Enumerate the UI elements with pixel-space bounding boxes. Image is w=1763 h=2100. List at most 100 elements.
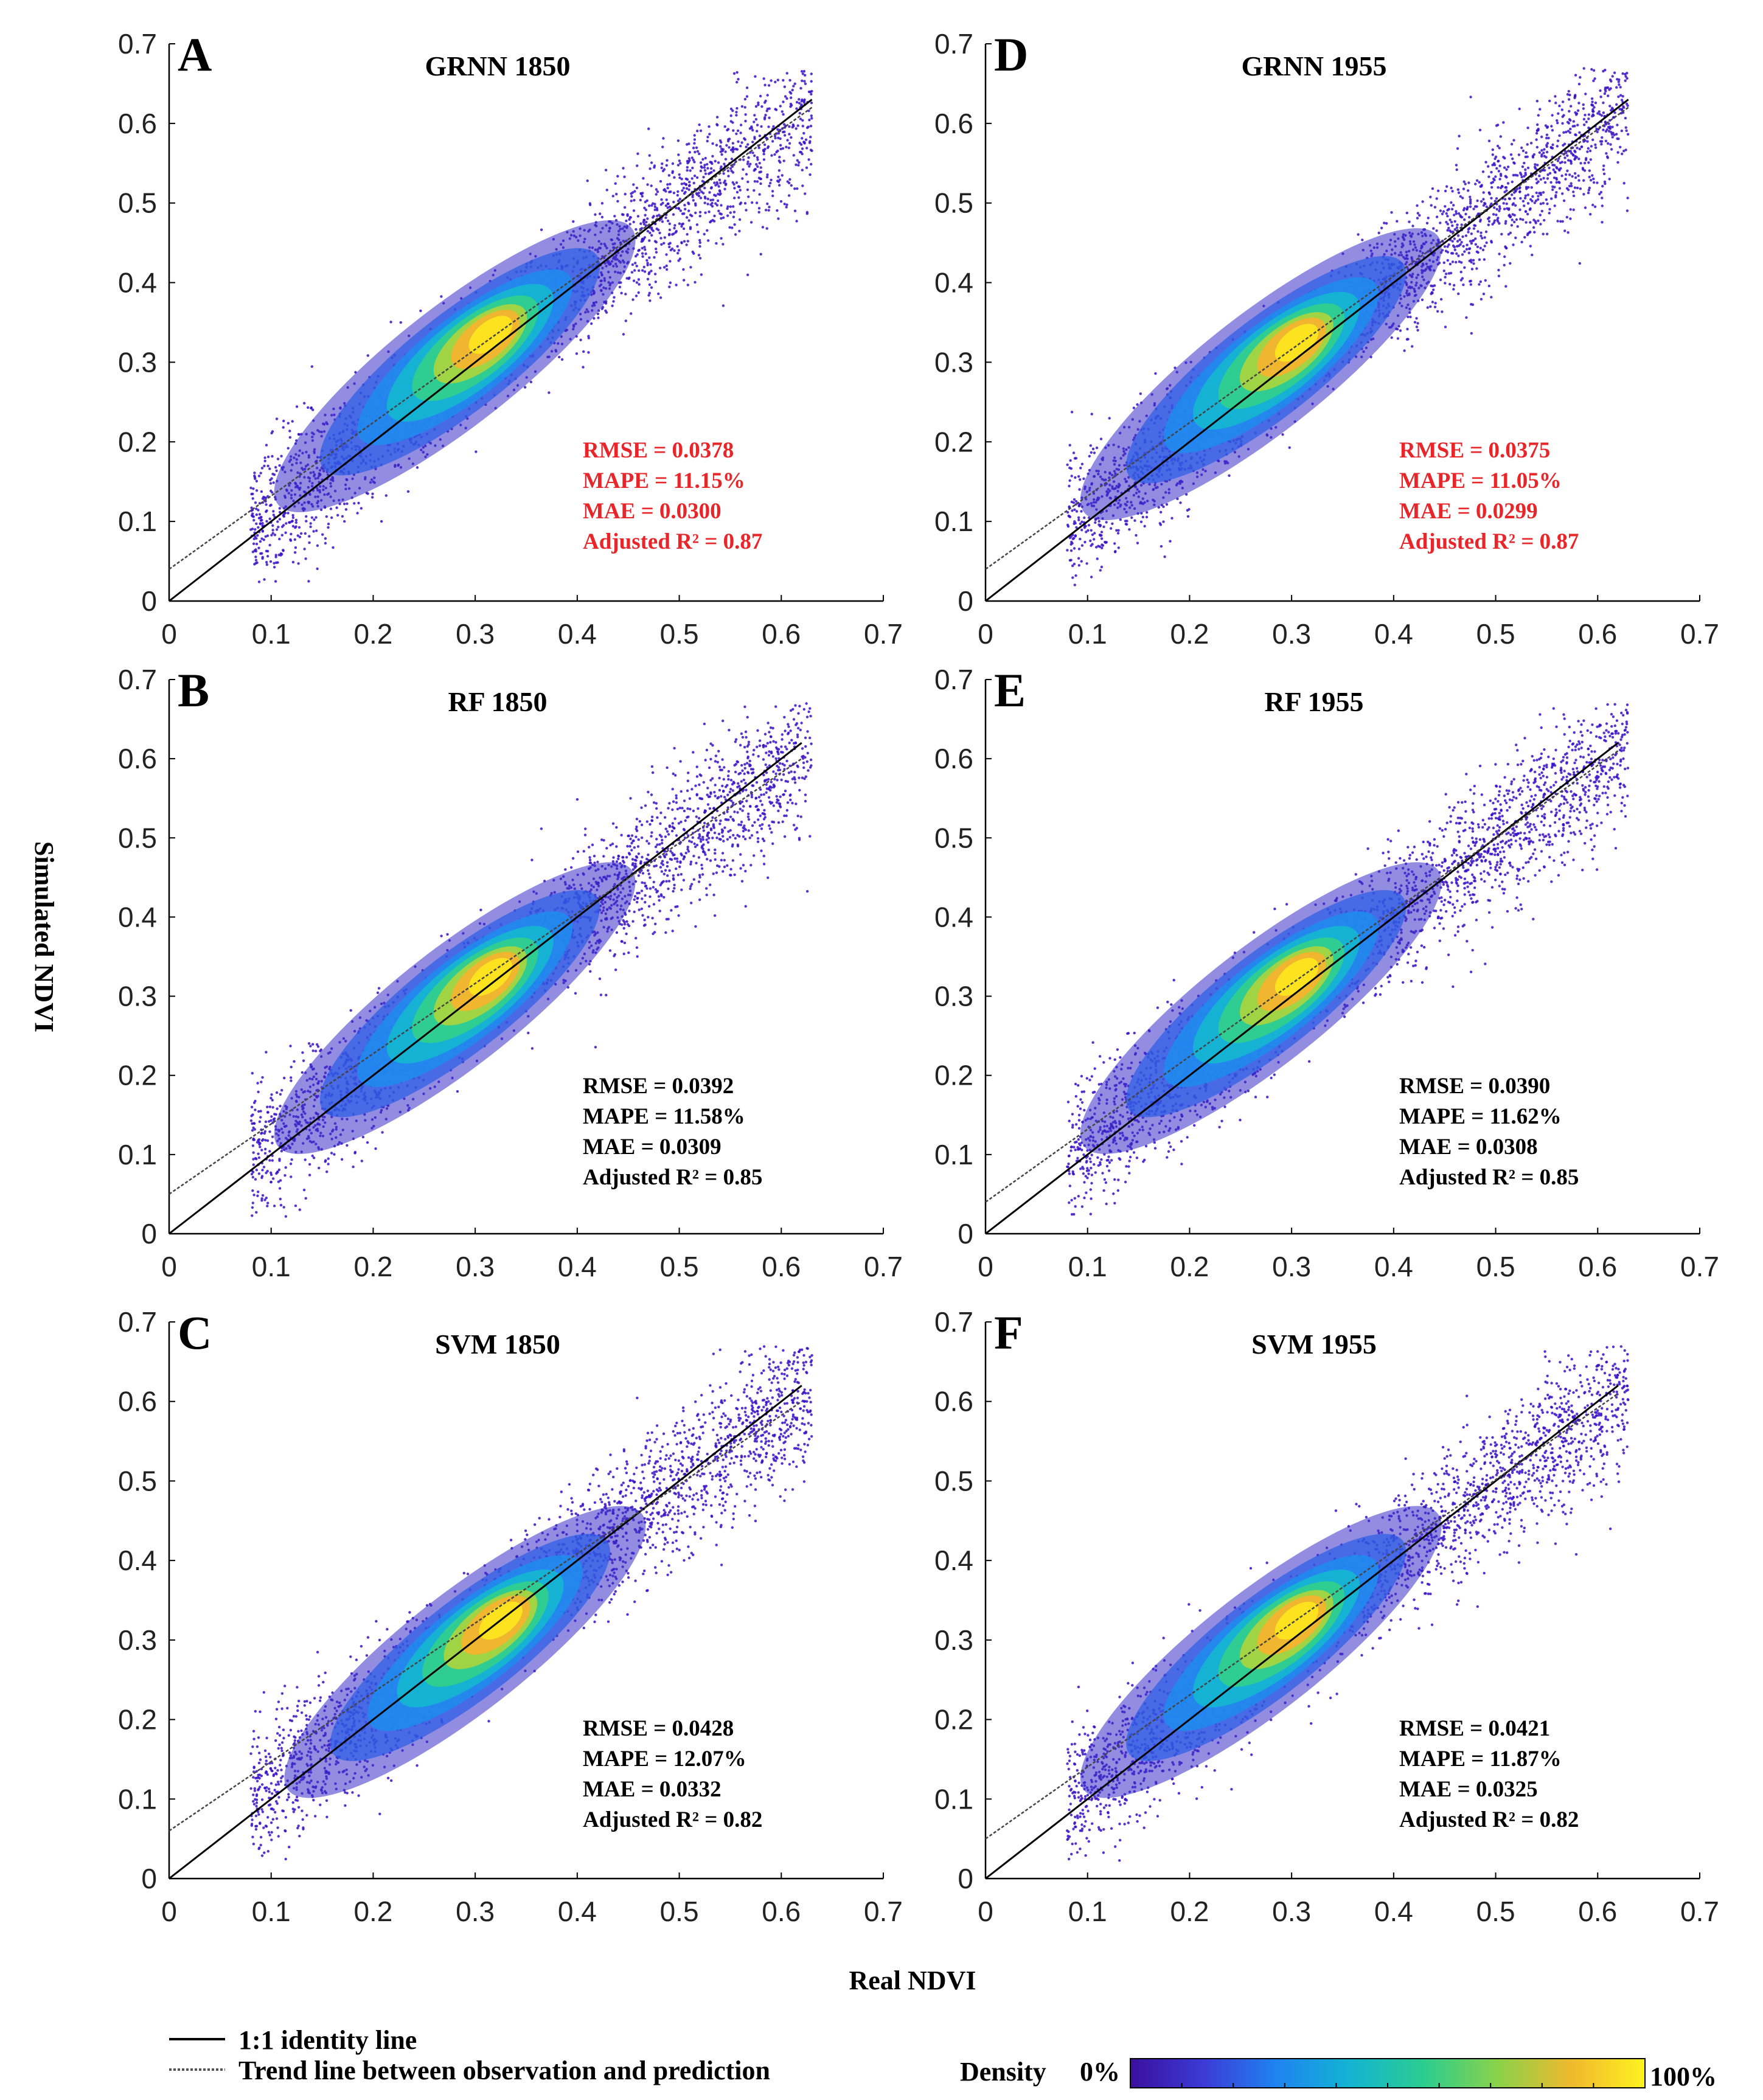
y-tick-label: 0.5	[934, 1465, 973, 1497]
panel-letter: A	[178, 28, 212, 81]
y-tick-label: 0.1	[934, 506, 973, 537]
identity-line	[169, 99, 813, 602]
x-tick-label: 0.4	[1374, 1896, 1413, 1927]
x-tick-label: 0.1	[252, 618, 291, 650]
trend-line	[985, 1392, 1619, 1840]
panel-letter: F	[994, 1306, 1023, 1359]
panel-title: RF 1955	[1264, 686, 1363, 717]
density-contour	[468, 316, 513, 354]
identity-line	[169, 742, 802, 1235]
x-tick-label: 0.7	[1680, 618, 1719, 650]
density-max-label: 100%	[1650, 2062, 1717, 2091]
x-tick-label: 0.3	[456, 1251, 495, 1282]
density-contour	[1274, 958, 1319, 996]
y-tick-label: 0.4	[934, 1545, 973, 1576]
x-tick-label: 0.2	[353, 618, 392, 650]
y-tick-label: 0.2	[934, 1704, 973, 1736]
y-tick-label: 0.4	[118, 1545, 157, 1576]
x-tick-label: 0.5	[660, 1896, 699, 1927]
y-tick-label: 0	[958, 1863, 973, 1894]
y-tick-label: 0.5	[118, 187, 157, 219]
y-tick-label: 0.7	[118, 1306, 157, 1338]
y-tick-label: 0.3	[118, 346, 157, 378]
panel-letter: E	[994, 664, 1026, 717]
x-tick-label: 0.7	[864, 1251, 903, 1282]
identity-line	[985, 742, 1619, 1235]
stat-mape: MAPE = 11.58%	[583, 1104, 745, 1129]
stat-mae: MAE = 0.0325	[1399, 1777, 1538, 1802]
x-tick-label: 0.6	[762, 1251, 801, 1282]
density-contour	[468, 958, 513, 996]
x-tick-label: 0.3	[1272, 618, 1311, 650]
y-tick-label: 0.7	[118, 664, 157, 695]
stat-rmse: RMSE = 0.0421	[1399, 1716, 1550, 1741]
y-tick-label: 0.5	[118, 822, 157, 854]
y-tick-label: 0.1	[118, 1139, 157, 1170]
stat-r2: Adjusted R² = 0.87	[1399, 529, 1579, 554]
y-tick-label: 0.4	[934, 901, 973, 933]
stat-mae: MAE = 0.0309	[583, 1135, 722, 1160]
stat-r2: Adjusted R² = 0.85	[583, 1165, 762, 1190]
x-tick-label: 0.4	[558, 1251, 597, 1282]
x-tick-label: 0.1	[252, 1896, 291, 1927]
trend-line	[169, 106, 813, 570]
panel-letter: B	[178, 664, 209, 717]
x-tick-label: 0.5	[1476, 618, 1515, 650]
x-tick-label: 0.2	[1170, 1896, 1209, 1927]
y-axis-label: Simulated NDVI	[29, 841, 59, 1032]
x-tick-label: 0.6	[1578, 618, 1617, 650]
stat-rmse: RMSE = 0.0378	[583, 438, 734, 463]
y-tick-label: 0.2	[118, 1060, 157, 1091]
y-tick-label: 0.2	[934, 426, 973, 457]
y-tick-label: 0.7	[934, 1306, 973, 1338]
y-tick-label: 0.1	[934, 1783, 973, 1815]
x-tick-label: 0.4	[558, 1896, 597, 1927]
identity-line	[985, 99, 1629, 602]
density-min-label: 0%	[1080, 2057, 1120, 2087]
x-tick-label: 0	[161, 1896, 177, 1927]
x-tick-label: 0.3	[1272, 1896, 1311, 1927]
y-tick-label: 0.1	[118, 506, 157, 537]
y-tick-label: 0.5	[934, 822, 973, 854]
panel-c: 0 0.1 0.2 0.3 0.4 0.5 0.6 0.7 0 0.1 0.2 0.3 0.4 0.5 0.…	[118, 1306, 903, 1927]
y-tick-label: 0	[141, 1218, 157, 1250]
panel-e: 0 0.1 0.2 0.3 0.4 0.5 0.6 0.7 0 0.1 0.2 0.3 0.4 0.5 0.…	[934, 664, 1719, 1282]
panel-title: RF 1850	[448, 686, 547, 717]
stat-mae: MAE = 0.0332	[583, 1777, 722, 1802]
y-tick-label: 0.4	[118, 267, 157, 299]
x-tick-label: 0.5	[660, 1251, 699, 1282]
x-tick-label: 0	[978, 618, 993, 650]
x-axis-label: Real NDVI	[849, 1966, 976, 1995]
x-tick-label: 0.3	[456, 618, 495, 650]
x-tick-label: 0.3	[1272, 1251, 1311, 1282]
stat-rmse: RMSE = 0.0375	[1399, 438, 1550, 463]
density-cloud	[274, 220, 636, 512]
stat-mae: MAE = 0.0300	[583, 499, 722, 524]
stat-rmse: RMSE = 0.0390	[1399, 1074, 1550, 1099]
stat-mape: MAPE = 11.87%	[1399, 1747, 1562, 1771]
panel-title: GRNN 1850	[425, 50, 571, 82]
x-tick-label: 0.2	[353, 1896, 392, 1927]
legend: 1:1 identity line Trend line between obs…	[169, 2025, 1717, 2091]
stat-r2: Adjusted R² = 0.82	[583, 1807, 762, 1832]
y-tick-label: 0.1	[118, 1783, 157, 1815]
x-tick-label: 0.3	[456, 1896, 495, 1927]
y-tick-label: 0.3	[934, 346, 973, 378]
y-tick-label: 0.6	[118, 1386, 157, 1417]
y-tick-label: 0	[958, 585, 973, 617]
y-tick-label: 0.7	[118, 28, 157, 60]
y-tick-label: 0.6	[118, 108, 157, 139]
y-tick-label: 0.6	[934, 108, 973, 139]
stat-r2: Adjusted R² = 0.87	[583, 529, 762, 554]
panel-letter: C	[178, 1306, 212, 1359]
x-tick-label: 0.7	[1680, 1896, 1719, 1927]
x-tick-label: 0	[978, 1251, 993, 1282]
trend-line	[169, 1400, 802, 1832]
x-tick-label: 0.5	[1476, 1896, 1515, 1927]
trend-line	[985, 750, 1619, 1203]
y-tick-label: 0.5	[118, 1465, 157, 1497]
panel-title: SVM 1850	[435, 1329, 560, 1360]
stat-mae: MAE = 0.0299	[1399, 499, 1538, 524]
density-cloud	[1080, 862, 1442, 1154]
